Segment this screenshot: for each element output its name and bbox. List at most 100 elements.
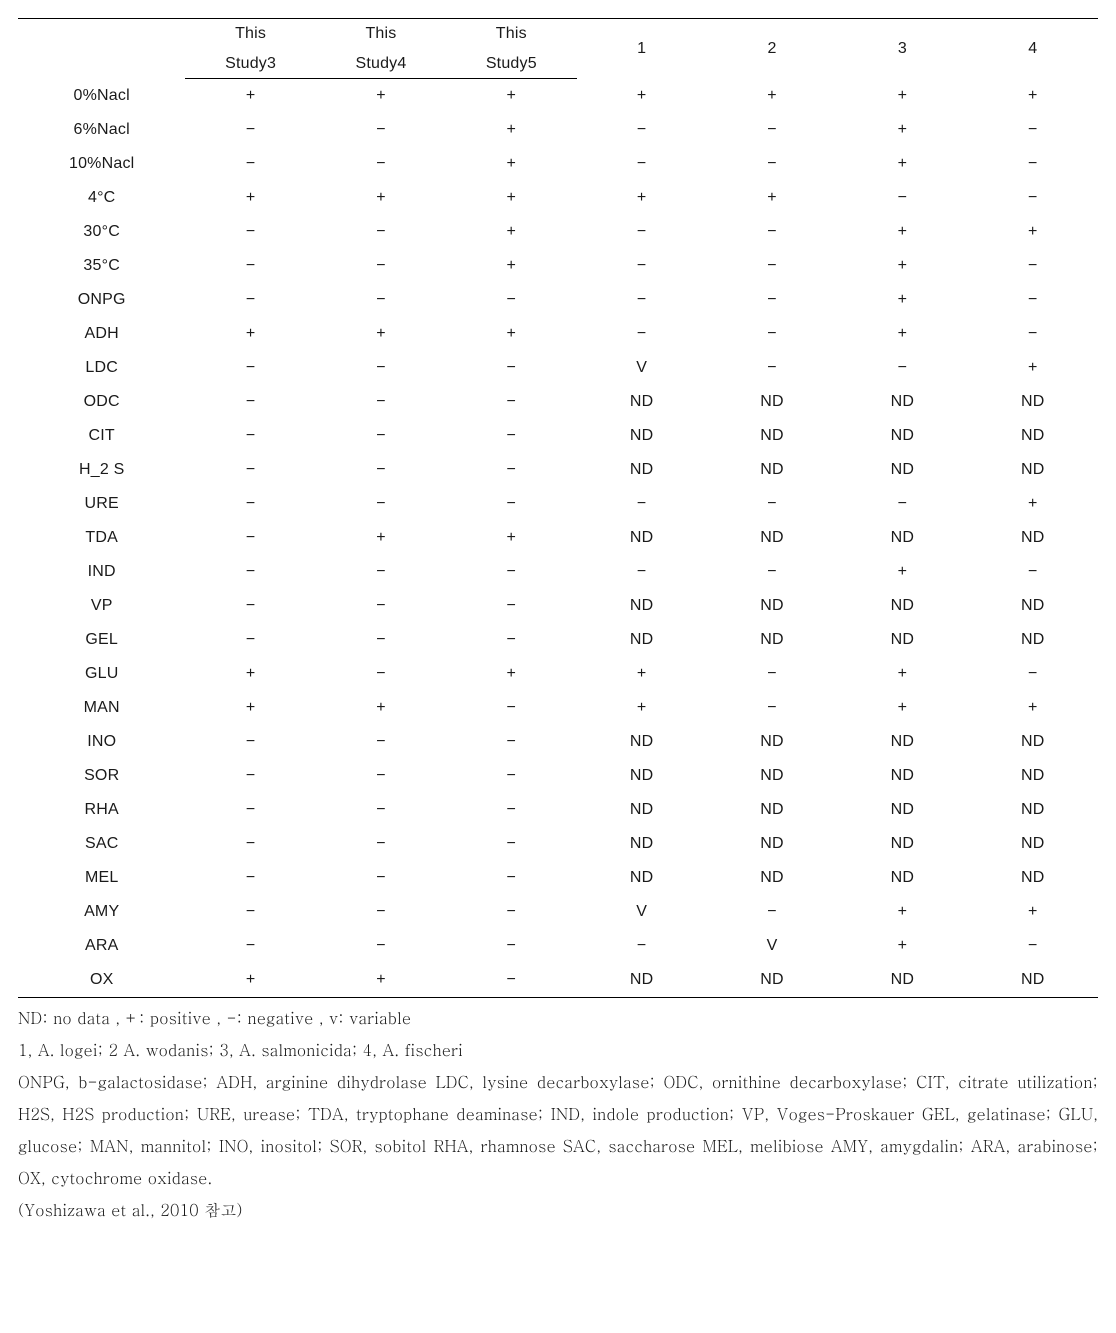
cell: + [577,79,707,114]
cell: + [185,963,315,998]
cell: ND [707,725,837,759]
row-label: IND [18,555,185,589]
cell: + [446,113,576,147]
table-row: 0%Nacl+++++++ [18,79,1098,114]
header-col-5: 3 [837,19,967,79]
cell: − [185,555,315,589]
cell: ND [837,861,967,895]
cell: − [185,215,315,249]
cell: + [446,79,576,114]
cell: + [968,691,1098,725]
cell: + [837,317,967,351]
row-label: SOR [18,759,185,793]
header-col-0-line1: This [185,19,315,49]
row-label: GLU [18,657,185,691]
table-row: H_2 S−−−NDNDNDND [18,453,1098,487]
cell: + [185,181,315,215]
cell: ND [837,419,967,453]
cell: − [707,351,837,385]
cell: − [185,147,315,181]
cell: ND [707,419,837,453]
header-col-2-line2: Study5 [446,49,576,79]
table-row: TDA−++NDNDNDND [18,521,1098,555]
cell: ND [577,759,707,793]
cell: − [968,147,1098,181]
cell: − [316,657,446,691]
cell: − [577,555,707,589]
cell: − [185,487,315,521]
cell: ND [707,793,837,827]
cell: + [837,215,967,249]
cell: + [968,895,1098,929]
row-label: 4°C [18,181,185,215]
cell: − [577,487,707,521]
cell: − [316,419,446,453]
cell: − [185,351,315,385]
row-label: H_2 S [18,453,185,487]
cell: − [707,657,837,691]
header-col-0-line2: Study3 [185,49,315,79]
cell: − [707,317,837,351]
header-col-3: 1 [577,19,707,79]
cell: − [446,453,576,487]
cell: + [446,147,576,181]
footnotes: ND: no data , +: positive , -: negative … [18,1002,1098,1226]
table-row: MAN++−+−++ [18,691,1098,725]
cell: ND [707,623,837,657]
row-label: 0%Nacl [18,79,185,114]
cell: − [577,317,707,351]
cell: + [837,147,967,181]
row-label: TDA [18,521,185,555]
cell: + [446,181,576,215]
cell: ND [968,589,1098,623]
cell: − [185,929,315,963]
cell: ND [968,623,1098,657]
table-row: ADH+++−−+− [18,317,1098,351]
cell: − [316,827,446,861]
cell: − [968,283,1098,317]
cell: ND [577,419,707,453]
row-label: VP [18,589,185,623]
cell: − [316,759,446,793]
cell: − [837,181,967,215]
cell: ND [707,827,837,861]
cell: − [316,147,446,181]
cell: − [707,283,837,317]
cell: + [837,895,967,929]
row-label: GEL [18,623,185,657]
row-label: AMY [18,895,185,929]
cell: ND [968,793,1098,827]
table-row: ARA−−−−V+− [18,929,1098,963]
row-label: 10%Nacl [18,147,185,181]
cell: ND [577,963,707,998]
cell: ND [968,963,1098,998]
cell: + [185,691,315,725]
cell: + [837,79,967,114]
table-row: OX++−NDNDNDND [18,963,1098,998]
cell: − [316,895,446,929]
cell: + [185,657,315,691]
cell: − [316,589,446,623]
cell: − [968,657,1098,691]
cell: ND [707,385,837,419]
cell: − [316,249,446,283]
cell: − [316,283,446,317]
cell: − [316,351,446,385]
row-label: MAN [18,691,185,725]
cell: − [316,861,446,895]
cell: − [185,793,315,827]
cell: − [185,861,315,895]
cell: V [707,929,837,963]
table-row: MEL−−−NDNDNDND [18,861,1098,895]
cell: − [185,113,315,147]
table-row: CIT−−−NDNDNDND [18,419,1098,453]
cell: − [577,113,707,147]
row-label: OX [18,963,185,998]
cell: ND [577,827,707,861]
table-row: ONPG−−−−−+− [18,283,1098,317]
cell: − [707,147,837,181]
cell: ND [837,589,967,623]
table-row: URE−−−−−−+ [18,487,1098,521]
cell: + [837,657,967,691]
cell: − [707,691,837,725]
